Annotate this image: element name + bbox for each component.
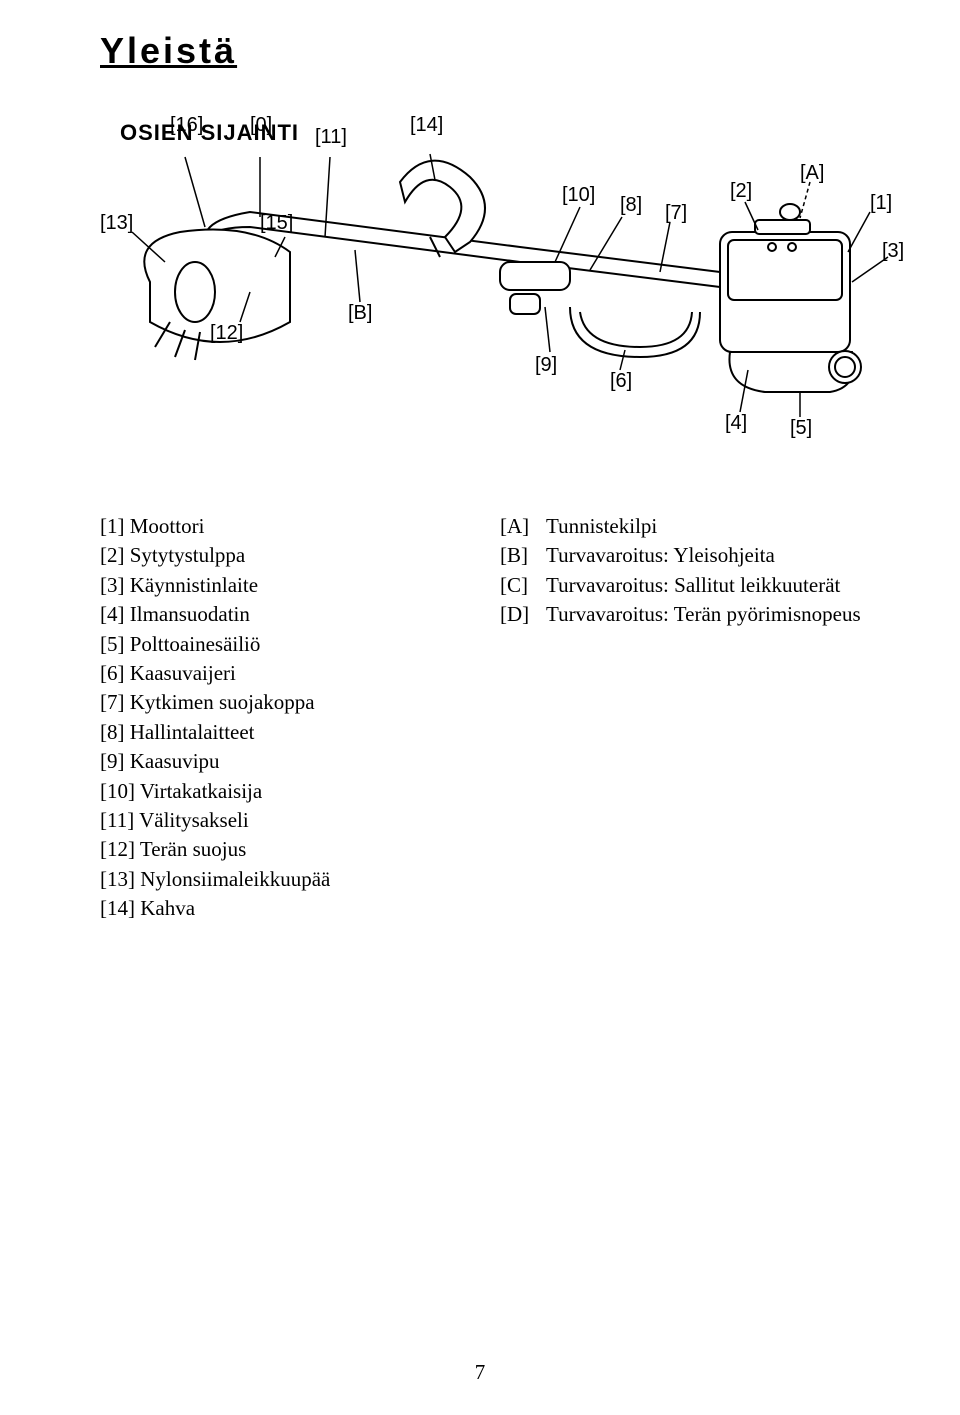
list-item: [11] Välitysakseli bbox=[100, 806, 470, 835]
list-item: [5] Polttoainesäiliö bbox=[100, 630, 470, 659]
callout-9: [9] bbox=[535, 354, 557, 377]
list-item: [12] Terän suojus bbox=[100, 835, 470, 864]
callout-5: [5] bbox=[790, 417, 812, 440]
list-item-label: [B] bbox=[500, 541, 546, 570]
list-item: [1] Moottori bbox=[100, 512, 470, 541]
list-item-text: Turvavaroitus: Sallitut leikkuu­te­rät bbox=[546, 571, 880, 600]
list-item: [B] Turvavaroitus: Yleisohjeita bbox=[500, 541, 880, 570]
callout-14: [14] bbox=[410, 114, 443, 137]
callout-13: [13] bbox=[100, 212, 133, 235]
list-item-label: [A] bbox=[500, 512, 546, 541]
callout-B: [B] bbox=[348, 302, 372, 325]
callout-15: [15] bbox=[260, 212, 293, 235]
trimmer-illustration bbox=[100, 112, 900, 452]
list-item: [7] Kytkimen suojakoppa bbox=[100, 688, 470, 717]
list-item: [D] Turvavaroitus: Terän pyörimisnopeus bbox=[500, 600, 880, 629]
callout-6: [6] bbox=[610, 370, 632, 393]
list-item-text: Turvavaroitus: Terän pyörimisnopeus bbox=[546, 600, 880, 629]
callout-7: [7] bbox=[665, 202, 687, 225]
parts-list-right: [A] Tunnistekilpi [B] Turvavaroitus: Yle… bbox=[500, 512, 880, 923]
callout-2: [2] bbox=[730, 180, 752, 203]
list-item: [A] Tunnistekilpi bbox=[500, 512, 880, 541]
list-item: [13] Nylonsiimaleikkuupää bbox=[100, 865, 470, 894]
callout-A: [A] bbox=[800, 162, 824, 185]
callout-1: [1] bbox=[870, 192, 892, 215]
parts-diagram: OSIEN SIJAINTI [16] [0] [11] [14] [13] [… bbox=[100, 112, 900, 452]
callout-4: [4] bbox=[725, 412, 747, 435]
list-item: [4] Ilmansuodatin bbox=[100, 600, 470, 629]
callout-11: [11] bbox=[315, 126, 347, 149]
page-number: 7 bbox=[0, 1360, 960, 1385]
list-item: [2] Sytytystulppa bbox=[100, 541, 470, 570]
list-item: [9] Kaasuvipu bbox=[100, 747, 470, 776]
callout-3: [3] bbox=[882, 240, 904, 263]
callout-16: [16] bbox=[170, 114, 203, 137]
list-item: [3] Käynnistinlaite bbox=[100, 571, 470, 600]
callout-12: [12] bbox=[210, 322, 243, 345]
callout-8: [8] bbox=[620, 194, 642, 217]
callout-10: [10] bbox=[562, 184, 595, 207]
list-item-text: Tunnistekilpi bbox=[546, 512, 880, 541]
list-item: [8] Hallintalaitteet bbox=[100, 718, 470, 747]
callout-0: [0] bbox=[250, 114, 272, 137]
list-item: [10] Virtakatkaisija bbox=[100, 777, 470, 806]
list-item: [C] Turvavaroitus: Sallitut leikkuu­te­r… bbox=[500, 571, 880, 600]
list-item: [14] Kahva bbox=[100, 894, 470, 923]
parts-list-left: [1] Moottori [2] Sytytystulppa [3] Käynn… bbox=[100, 512, 470, 923]
list-item-label: [D] bbox=[500, 600, 546, 629]
list-item: [6] Kaasuvaijeri bbox=[100, 659, 470, 688]
list-item-text: Turvavaroitus: Yleisohjeita bbox=[546, 541, 880, 570]
list-item-label: [C] bbox=[500, 571, 546, 600]
parts-list: [1] Moottori [2] Sytytystulppa [3] Käynn… bbox=[100, 512, 880, 923]
page-title: Yleistä bbox=[100, 30, 880, 72]
